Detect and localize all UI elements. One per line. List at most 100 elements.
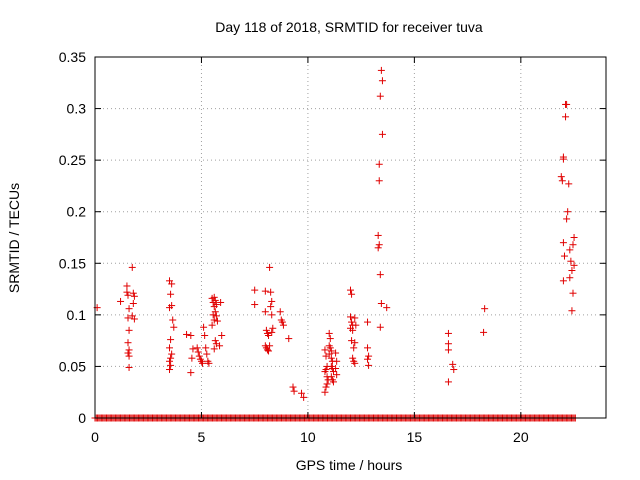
data-point (124, 291, 132, 299)
data-point (559, 277, 567, 285)
data-point (261, 308, 269, 316)
data-point (167, 361, 175, 369)
data-point (166, 304, 174, 312)
data-point (347, 313, 354, 321)
x-tick-label: 0 (91, 429, 99, 445)
data-point (168, 350, 176, 358)
data-point (570, 234, 578, 241)
data-point (130, 315, 138, 323)
data-point (278, 318, 286, 326)
data-point (194, 348, 202, 356)
data-point (563, 215, 571, 223)
data-point (374, 231, 382, 239)
data-point (365, 361, 373, 369)
data-point (563, 100, 571, 108)
data-point (128, 263, 136, 271)
data-point (202, 344, 210, 352)
data-point (321, 368, 329, 376)
data-point (375, 241, 383, 249)
data-point (265, 347, 273, 355)
data-point (124, 349, 132, 357)
x-tick-label: 20 (513, 429, 529, 445)
data-point (351, 314, 359, 322)
data-point (268, 328, 276, 336)
grid-lines (95, 57, 606, 418)
data-point (129, 289, 137, 297)
data-point (480, 328, 488, 336)
data-point (124, 314, 132, 322)
y-axis-label: SRMTID / TECUs (6, 183, 22, 293)
data-point (261, 287, 269, 295)
data-point (333, 357, 341, 365)
data-point (449, 360, 457, 368)
data-point (251, 286, 259, 294)
data-point (327, 373, 335, 381)
data-point (559, 155, 567, 163)
data-point (251, 301, 259, 309)
data-point (267, 288, 275, 296)
x-axis-label: GPS time / hours (296, 457, 403, 473)
data-point (375, 177, 383, 185)
data-point (378, 77, 386, 85)
data-point (351, 359, 359, 367)
data-point (321, 388, 329, 396)
data-point (290, 387, 298, 395)
data-point (167, 336, 175, 344)
data-point (123, 282, 131, 290)
tick-labels: 0 5 10 15 20 0 0.05 0.1 0.15 0.2 0.25 0.3 0.35 (59, 49, 529, 445)
data-point (347, 286, 354, 294)
data-point (333, 371, 341, 379)
data-point (199, 359, 207, 367)
data-point (168, 280, 176, 288)
data-point (569, 289, 577, 297)
data-point (193, 344, 201, 352)
x-tick-label: 15 (407, 429, 423, 445)
data-point (350, 344, 358, 352)
data-point (348, 318, 356, 326)
data-point (276, 308, 284, 316)
data-point (130, 292, 138, 300)
data-point (569, 241, 577, 249)
data-point (216, 342, 224, 350)
x-tick-label: 10 (300, 429, 316, 445)
data-point (189, 345, 197, 353)
data-point (481, 305, 489, 313)
data-point (268, 311, 276, 319)
data-point (376, 271, 384, 279)
data-points (91, 66, 579, 422)
data-point (218, 331, 226, 339)
data-point (444, 340, 452, 348)
data-point (352, 321, 360, 329)
data-point (450, 366, 458, 374)
y-tick-label: 0.35 (59, 49, 86, 65)
data-point (377, 300, 385, 308)
data-point (325, 329, 333, 337)
data-point (279, 321, 287, 329)
data-point (208, 321, 216, 329)
data-point (212, 301, 220, 309)
data-point (169, 316, 177, 324)
y-tick-label: 0.1 (67, 307, 87, 323)
data-point (560, 252, 568, 260)
data-point (123, 288, 131, 296)
data-point (321, 346, 329, 354)
data-point (212, 312, 220, 320)
data-point (201, 331, 209, 339)
y-tick-label: 0.05 (59, 358, 86, 374)
data-point (187, 331, 195, 339)
data-point (332, 364, 340, 372)
axis-ticks (94, 56, 606, 419)
data-point (559, 239, 567, 247)
data-point (349, 326, 357, 334)
data-point (217, 298, 225, 306)
data-point (213, 317, 221, 325)
data-point (167, 290, 175, 298)
data-point (378, 130, 386, 138)
data-point (376, 92, 384, 100)
data-point (562, 113, 570, 121)
data-point (323, 380, 331, 388)
data-point (117, 297, 125, 305)
data-point (349, 354, 357, 362)
data-point (557, 173, 565, 181)
x-tick-label: 5 (198, 429, 206, 445)
